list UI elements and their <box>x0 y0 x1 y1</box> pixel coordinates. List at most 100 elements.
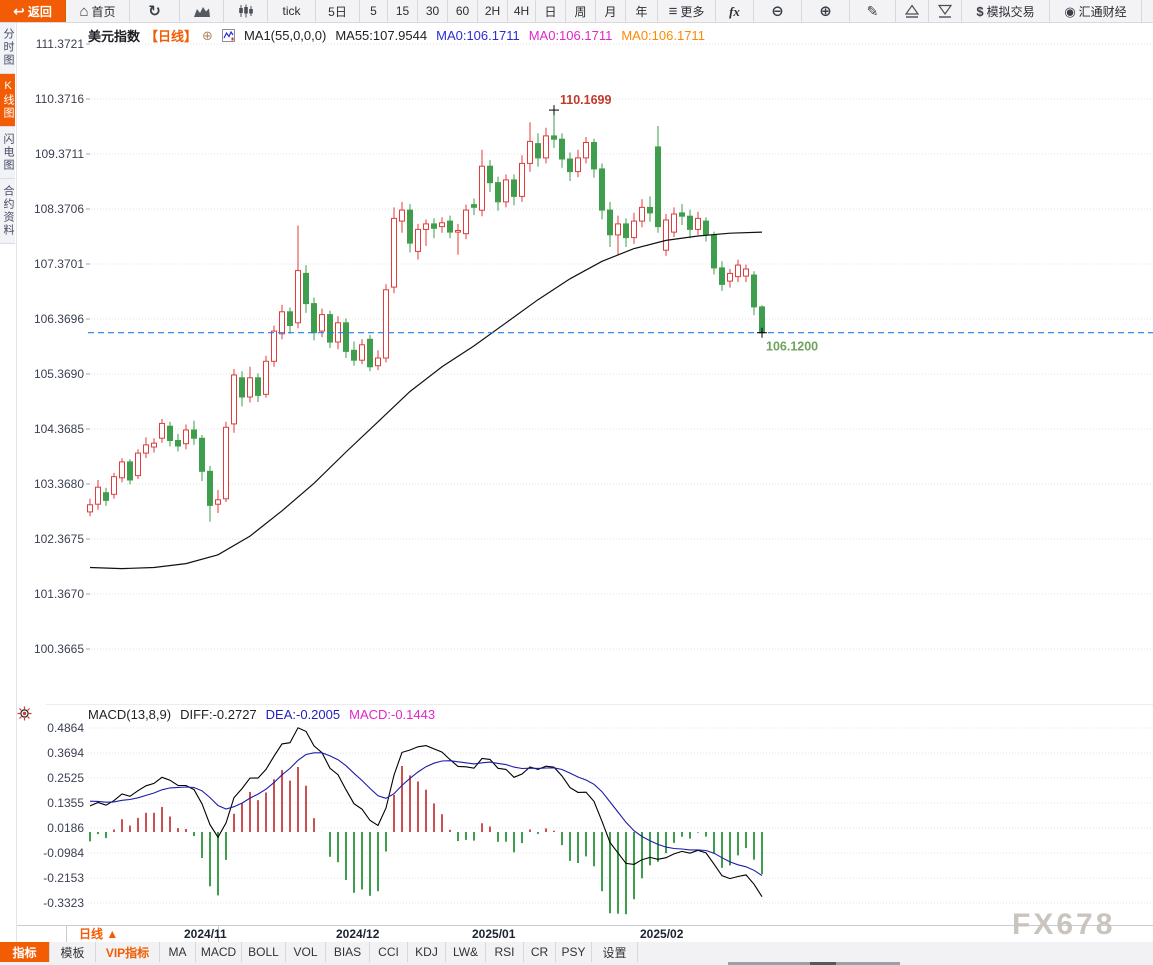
scrollbar-thumb[interactable] <box>810 962 836 965</box>
sidebar-tab-4[interactable]: 合约资料 <box>0 179 15 244</box>
indicator-fx-button[interactable]: fx <box>716 0 754 22</box>
indicator-tab-15[interactable]: 设置 <box>592 942 638 962</box>
svg-text:109.3711: 109.3711 <box>35 147 84 161</box>
week-button[interactable]: 周 <box>566 0 596 22</box>
svg-text:0.3694: 0.3694 <box>47 746 84 760</box>
indicator-tab-11[interactable]: LW& <box>446 942 486 962</box>
year-button[interactable]: 年 <box>626 0 658 22</box>
x-axis-row: 日线 ▲ 2024/11 2024/12 2025/01 2025/02 <box>0 925 1153 943</box>
more-button[interactable]: ≡ 更多 <box>658 0 716 22</box>
hour-4-button-label: 4H <box>513 4 530 18</box>
day-button-label: 日 <box>544 4 557 19</box>
candles-layer <box>87 110 765 522</box>
refresh-button[interactable]: ↻ <box>130 0 180 22</box>
dollar-icon: $ <box>976 3 984 19</box>
sidebar-tab-3[interactable]: 闪电图 <box>0 127 15 179</box>
min-5-button[interactable]: 5 <box>360 0 388 22</box>
min-60-button[interactable]: 60 <box>448 0 478 22</box>
svg-text:0.0186: 0.0186 <box>47 821 84 835</box>
zoom-in-button[interactable]: ⊕ <box>802 0 850 22</box>
diff-line <box>89 727 763 897</box>
indicator-tab-14[interactable]: PSY <box>556 942 592 962</box>
macd-title: MACD(13,8,9) <box>88 707 172 722</box>
huitong-button-label: 汇通财经 <box>1078 4 1127 19</box>
period-tag: 【日线】 <box>145 29 198 44</box>
ma55-line <box>89 231 763 570</box>
home-button[interactable]: ⌂ 首页 <box>66 0 130 22</box>
mark-down-button[interactable] <box>929 0 962 22</box>
back-button-label: 返回 <box>27 4 52 19</box>
candlestick-button[interactable] <box>224 0 268 22</box>
huitong-button[interactable]: ◉ 汇通财经 <box>1050 0 1142 22</box>
indicator-tab-5[interactable]: MACD <box>196 942 242 962</box>
five-day-button-label: 5日 <box>328 4 347 19</box>
indicator-tab-3[interactable]: VIP指标 <box>96 942 160 962</box>
left-sidebar: 分时图 K线图 闪电图 合约资料 <box>0 22 17 965</box>
indicator-tab-7[interactable]: VOL <box>286 942 326 962</box>
indicator-tab-12[interactable]: RSI <box>486 942 524 962</box>
dea-line <box>89 752 763 877</box>
high-annotation: 110.1699 <box>560 93 611 107</box>
more-button-label: 更多 <box>680 4 705 19</box>
svg-text:103.3680: 103.3680 <box>34 477 84 491</box>
indicator-tab-9[interactable]: CCI <box>370 942 408 962</box>
sidebar-tab-1[interactable]: 分时图 <box>0 22 15 74</box>
sidebar-tab-2[interactable]: K线图 <box>0 74 15 127</box>
ma55-value: MA55:107.9544 <box>335 28 428 43</box>
svg-text:-0.3323: -0.3323 <box>43 896 84 910</box>
indicator-tab-1[interactable]: 指标 <box>0 942 50 962</box>
svg-text:110.3716: 110.3716 <box>35 92 84 106</box>
indicator-tab-2[interactable]: 模板 <box>50 942 96 962</box>
zoom-in-icon: ⊕ <box>819 2 832 20</box>
price-grid-and-axis: 111.3721 110.3716 109.3711 108.3706 107.3701… <box>34 37 1153 656</box>
indicator-settings-icon[interactable] <box>17 706 32 726</box>
triangle-down-icon <box>936 4 954 19</box>
menu-icon: ≡ <box>668 2 678 20</box>
mini-chart-icon[interactable] <box>221 29 235 42</box>
x-axis-label: 2025/02 <box>640 927 684 941</box>
price-chart-header: 美元指数 【日线】 ⊕ MA1(55,0,0,0) MA55:107.9544 … <box>88 26 705 45</box>
svg-text:-0.2153: -0.2153 <box>43 871 84 885</box>
min-30-button[interactable]: 30 <box>418 0 448 22</box>
ma0-value-blue: MA0:106.1711 <box>436 28 520 43</box>
macd-diff-value: DIFF:-0.2727 <box>180 707 257 722</box>
draw-button[interactable]: ✎ <box>850 0 896 22</box>
sim-trade-button[interactable]: $ 模拟交易 <box>962 0 1050 22</box>
indicator-tab-4[interactable]: MA <box>160 942 196 962</box>
min-30-button-label: 30 <box>425 4 440 18</box>
circle-plus-icon[interactable]: ⊕ <box>202 27 213 43</box>
month-button[interactable]: 月 <box>596 0 626 22</box>
triangle-up-icon <box>903 3 921 19</box>
five-day-button[interactable]: 5日 <box>316 0 360 22</box>
week-button-label: 周 <box>574 4 587 19</box>
horizontal-scrollbar[interactable] <box>0 962 1153 965</box>
hour-4-button[interactable]: 4H <box>508 0 536 22</box>
indicator-tab-6[interactable]: BOLL <box>242 942 286 962</box>
indicator-tab-10[interactable]: KDJ <box>408 942 446 962</box>
last-annotation: 106.1200 <box>766 340 818 354</box>
svg-text:102.3675: 102.3675 <box>34 532 84 546</box>
back-button[interactable]: ↩ 返回 <box>0 0 66 22</box>
day-button[interactable]: 日 <box>536 0 566 22</box>
zoom-out-button[interactable]: ⊖ <box>754 0 802 22</box>
min-15-button[interactable]: 15 <box>388 0 418 22</box>
month-button-label: 月 <box>604 4 617 19</box>
x-axis-label: 2025/01 <box>472 927 516 941</box>
indicator-tab-8[interactable]: BIAS <box>326 942 370 962</box>
tick-button[interactable]: tick <box>268 0 316 22</box>
indicator-tab-13[interactable]: CR <box>524 942 556 962</box>
svg-text:107.3701: 107.3701 <box>34 257 84 271</box>
area-chart-icon <box>193 5 211 18</box>
calendar-cut-button[interactable]: 财 <box>1142 0 1153 22</box>
macd-value: MACD:-0.1443 <box>349 707 436 722</box>
period-selector[interactable]: 日线 ▲ <box>66 926 219 942</box>
candlestick-icon <box>238 4 254 18</box>
hour-2-button[interactable]: 2H <box>478 0 508 22</box>
svg-text:106.3696: 106.3696 <box>34 312 84 326</box>
min-60-button-label: 60 <box>455 4 470 18</box>
home-button-label: 首页 <box>91 4 116 19</box>
mark-up-button[interactable] <box>896 0 929 22</box>
back-arrow-icon: ↩ <box>13 3 25 19</box>
area-chart-button[interactable] <box>180 0 224 22</box>
